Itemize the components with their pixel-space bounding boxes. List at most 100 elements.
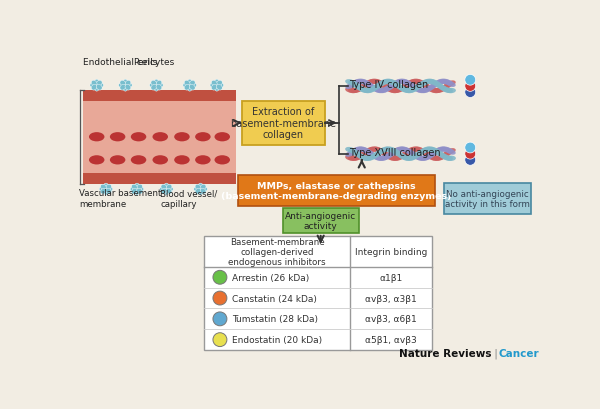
Ellipse shape bbox=[348, 81, 358, 87]
Ellipse shape bbox=[97, 85, 102, 91]
Text: Type IV collagen: Type IV collagen bbox=[349, 80, 428, 90]
Ellipse shape bbox=[363, 149, 373, 155]
Ellipse shape bbox=[440, 79, 450, 85]
Ellipse shape bbox=[125, 81, 131, 87]
Ellipse shape bbox=[198, 184, 203, 190]
Ellipse shape bbox=[381, 88, 391, 93]
Ellipse shape bbox=[372, 147, 382, 153]
Ellipse shape bbox=[384, 85, 394, 92]
Ellipse shape bbox=[357, 155, 367, 160]
Text: |: | bbox=[491, 347, 498, 358]
Ellipse shape bbox=[348, 156, 358, 162]
Ellipse shape bbox=[434, 80, 444, 86]
Ellipse shape bbox=[425, 154, 435, 160]
Ellipse shape bbox=[110, 133, 125, 142]
Circle shape bbox=[213, 292, 227, 305]
Ellipse shape bbox=[369, 154, 379, 160]
Ellipse shape bbox=[431, 81, 441, 87]
Circle shape bbox=[213, 333, 227, 347]
Ellipse shape bbox=[137, 189, 142, 195]
Ellipse shape bbox=[198, 189, 203, 196]
Ellipse shape bbox=[190, 81, 195, 87]
Ellipse shape bbox=[404, 89, 415, 94]
Ellipse shape bbox=[217, 83, 224, 88]
Ellipse shape bbox=[434, 88, 444, 94]
Text: Arrestin (26 kDa): Arrestin (26 kDa) bbox=[232, 273, 310, 282]
Ellipse shape bbox=[443, 148, 453, 154]
Ellipse shape bbox=[377, 156, 388, 162]
Ellipse shape bbox=[440, 85, 450, 91]
Ellipse shape bbox=[366, 148, 376, 153]
Ellipse shape bbox=[422, 152, 432, 158]
Ellipse shape bbox=[351, 151, 361, 157]
Ellipse shape bbox=[94, 85, 99, 92]
Ellipse shape bbox=[366, 83, 376, 90]
Ellipse shape bbox=[378, 82, 388, 88]
Bar bbox=[238, 176, 436, 207]
Ellipse shape bbox=[416, 148, 426, 154]
Ellipse shape bbox=[416, 82, 426, 88]
Ellipse shape bbox=[134, 184, 140, 190]
Ellipse shape bbox=[363, 156, 373, 162]
Ellipse shape bbox=[97, 81, 102, 87]
Ellipse shape bbox=[357, 153, 367, 159]
Ellipse shape bbox=[151, 81, 157, 87]
Ellipse shape bbox=[434, 83, 444, 89]
Text: Integrin binding: Integrin binding bbox=[355, 247, 427, 256]
Ellipse shape bbox=[384, 154, 394, 160]
Text: αvβ3, α3β1: αvβ3, α3β1 bbox=[365, 294, 416, 303]
Ellipse shape bbox=[101, 189, 106, 195]
Ellipse shape bbox=[351, 88, 361, 94]
Ellipse shape bbox=[101, 185, 106, 191]
Ellipse shape bbox=[174, 133, 190, 142]
Ellipse shape bbox=[360, 148, 370, 154]
Ellipse shape bbox=[413, 84, 423, 90]
Ellipse shape bbox=[416, 88, 426, 94]
Text: α1β1: α1β1 bbox=[379, 273, 403, 282]
Ellipse shape bbox=[157, 83, 163, 88]
Ellipse shape bbox=[413, 147, 423, 153]
Ellipse shape bbox=[154, 80, 159, 86]
Ellipse shape bbox=[392, 88, 403, 94]
Ellipse shape bbox=[431, 149, 441, 155]
Text: Basement-membrane
collagen-derived
endogenous inhibitors: Basement-membrane collagen-derived endog… bbox=[229, 237, 326, 267]
Ellipse shape bbox=[407, 155, 418, 161]
Ellipse shape bbox=[372, 155, 382, 161]
Ellipse shape bbox=[404, 81, 414, 87]
Ellipse shape bbox=[103, 184, 109, 190]
Ellipse shape bbox=[360, 83, 370, 89]
Ellipse shape bbox=[392, 80, 403, 86]
Ellipse shape bbox=[194, 185, 206, 194]
Ellipse shape bbox=[398, 147, 409, 153]
Ellipse shape bbox=[425, 86, 435, 92]
Ellipse shape bbox=[431, 89, 441, 94]
Ellipse shape bbox=[393, 151, 403, 157]
Ellipse shape bbox=[398, 155, 409, 160]
Ellipse shape bbox=[437, 155, 447, 160]
Ellipse shape bbox=[195, 185, 201, 191]
Ellipse shape bbox=[366, 80, 376, 85]
Ellipse shape bbox=[194, 187, 200, 192]
Ellipse shape bbox=[97, 83, 103, 88]
Ellipse shape bbox=[413, 152, 423, 158]
Ellipse shape bbox=[431, 149, 441, 155]
Ellipse shape bbox=[375, 88, 385, 94]
Circle shape bbox=[465, 75, 476, 86]
Circle shape bbox=[213, 312, 227, 326]
Bar bbox=[283, 209, 359, 234]
Ellipse shape bbox=[431, 156, 441, 162]
Ellipse shape bbox=[214, 80, 220, 86]
Bar bbox=[83, 90, 236, 101]
Ellipse shape bbox=[378, 148, 388, 154]
Ellipse shape bbox=[437, 79, 447, 85]
Ellipse shape bbox=[446, 149, 456, 155]
Ellipse shape bbox=[428, 80, 438, 85]
Ellipse shape bbox=[395, 155, 406, 160]
Ellipse shape bbox=[167, 187, 173, 192]
Ellipse shape bbox=[425, 153, 435, 160]
Ellipse shape bbox=[125, 85, 131, 91]
Ellipse shape bbox=[366, 155, 376, 161]
Ellipse shape bbox=[410, 147, 421, 153]
Ellipse shape bbox=[372, 88, 382, 93]
Ellipse shape bbox=[375, 156, 385, 162]
